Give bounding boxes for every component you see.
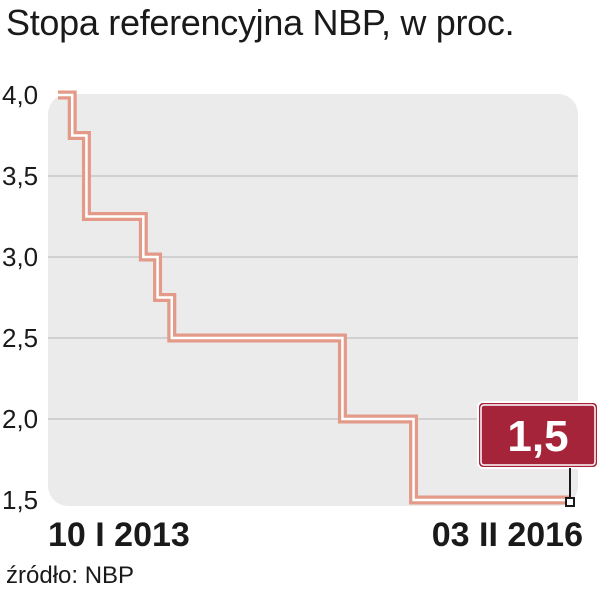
callout-marker: [565, 497, 575, 507]
chart-title: Stopa referencyjna NBP, w proc.: [6, 2, 515, 43]
plot-panel: [48, 94, 578, 506]
rate-line-inner: [58, 93, 570, 502]
y-tick-label: 2,0: [2, 404, 38, 434]
y-axis-ticks: 4,0 3,5 3,0 2,5 2,0 1,5: [2, 80, 38, 515]
y-tick-label: 4,0: [2, 80, 38, 110]
y-tick-label: 3,0: [2, 242, 38, 272]
source-note: źródło: NBP: [6, 562, 135, 589]
y-tick-label: 2,5: [2, 323, 38, 353]
y-tick-label: 1,5: [2, 485, 38, 515]
callout-box: [477, 401, 599, 469]
callout-value: 1,5: [507, 412, 568, 461]
value-callout: 1,5: [477, 401, 599, 507]
x-end-label: 03 II 2016: [432, 516, 583, 554]
x-start-label: 10 I 2013: [48, 516, 190, 554]
y-tick-label: 3,5: [2, 161, 38, 191]
